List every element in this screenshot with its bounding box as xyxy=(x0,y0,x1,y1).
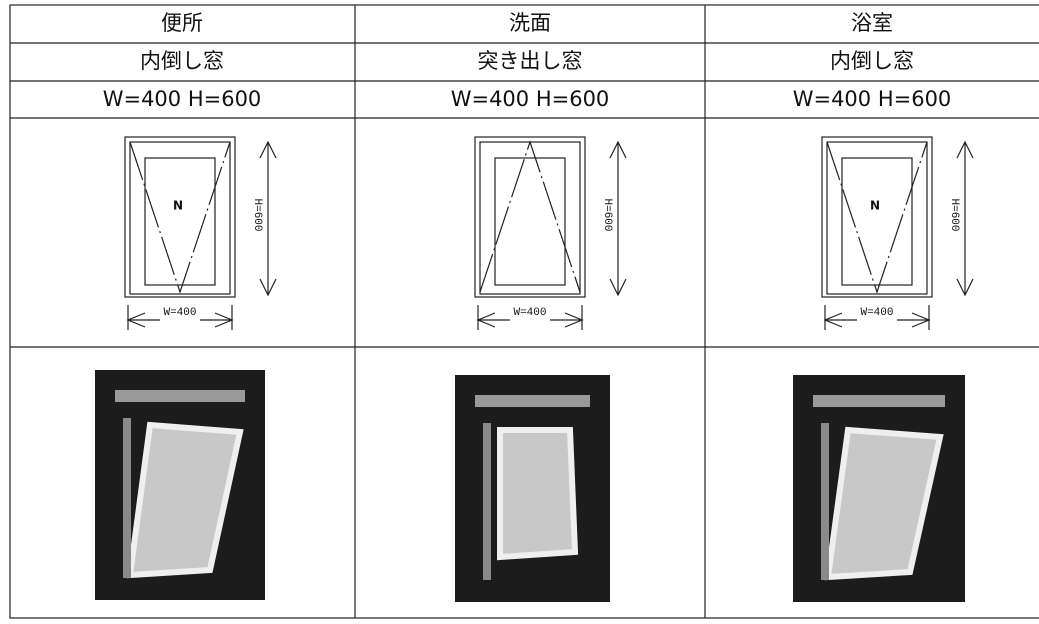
height-label: H=600 xyxy=(251,198,263,231)
label-bg xyxy=(949,195,963,235)
arrow xyxy=(956,278,974,297)
sash xyxy=(144,157,216,286)
width-label: W=400 xyxy=(513,307,546,319)
label-bg xyxy=(252,195,266,235)
label-bg xyxy=(160,312,200,326)
dimension-labels: W=400 H=600 N xyxy=(857,195,963,326)
opening-line xyxy=(129,141,231,294)
sash xyxy=(841,157,913,286)
cell-text: 洗面 xyxy=(509,11,551,35)
cell-text: W=400 H=600 xyxy=(793,87,952,111)
window-photo xyxy=(95,370,265,600)
glass-pane xyxy=(824,426,944,581)
outer-frame xyxy=(474,136,586,298)
orientation-label: N xyxy=(173,199,183,213)
window-photo xyxy=(455,375,610,602)
arrow xyxy=(609,140,627,159)
arrow xyxy=(956,140,974,159)
side-frame xyxy=(123,418,131,578)
dimension-labels: W=400 H=600 xyxy=(510,195,616,326)
label-bg xyxy=(857,312,897,326)
width-label: W=400 xyxy=(860,307,893,319)
opening-line xyxy=(826,141,928,294)
glass-pane xyxy=(126,421,244,579)
cell-text: W=400 H=600 xyxy=(451,87,610,111)
label-bg xyxy=(602,195,616,235)
window-diagram: W=400 H=600 N xyxy=(124,136,277,330)
orientation-label: N xyxy=(870,199,880,213)
outer-frame xyxy=(821,136,933,298)
arrow xyxy=(259,278,277,297)
cell-text: 突き出し窓 xyxy=(478,49,583,73)
cell-text: 内倒し窓 xyxy=(140,49,224,73)
window-photo xyxy=(793,375,965,602)
glass-pane xyxy=(497,427,579,561)
label-bg xyxy=(510,312,550,326)
outer-frame xyxy=(124,136,236,298)
opening-line xyxy=(479,140,581,293)
cell-text: 浴室 xyxy=(851,11,893,35)
cell-text: W=400 H=600 xyxy=(103,87,262,111)
frame-inner-line xyxy=(826,141,928,295)
frame-inner-line xyxy=(129,141,231,295)
photo-frame xyxy=(813,395,945,407)
arrow xyxy=(609,278,627,297)
photo-frame xyxy=(115,390,245,402)
height-label: H=600 xyxy=(948,198,960,231)
arrow xyxy=(259,140,277,159)
cell-text: 便所 xyxy=(161,11,203,35)
window-diagram: W=400 H=600 xyxy=(474,136,627,330)
table-grid xyxy=(9,4,1039,619)
sash xyxy=(494,157,566,286)
side-frame xyxy=(821,423,829,580)
dimension-labels: W=400 H=600 N xyxy=(160,195,266,326)
cell-text: 内倒し窓 xyxy=(830,49,914,73)
side-frame xyxy=(483,423,491,580)
height-label: H=600 xyxy=(601,198,613,231)
window-diagram: W=400 H=600 N xyxy=(821,136,974,330)
photo-frame xyxy=(475,395,590,407)
width-label: W=400 xyxy=(163,307,196,319)
